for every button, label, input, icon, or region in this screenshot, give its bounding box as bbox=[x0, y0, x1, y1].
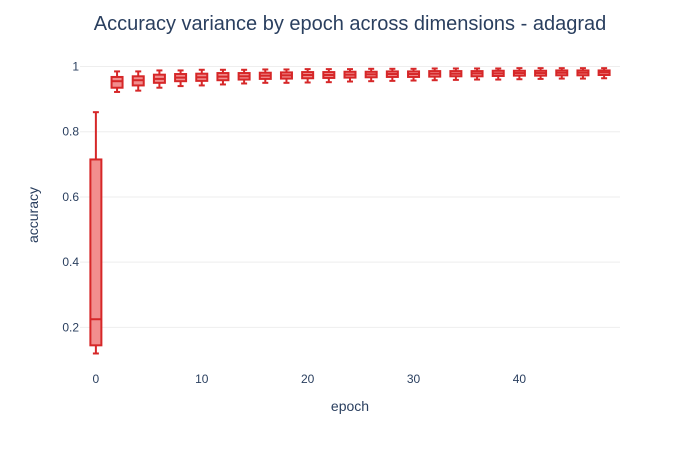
x-axis-title: epoch bbox=[331, 398, 369, 414]
box-epoch-28 bbox=[385, 67, 399, 82]
y-tick-label: 0.2 bbox=[62, 320, 79, 334]
box-epoch-24 bbox=[343, 68, 357, 83]
box-layer bbox=[89, 67, 611, 355]
box-epoch-30 bbox=[407, 67, 421, 82]
box-epoch-2 bbox=[110, 70, 124, 93]
x-tick-label: 20 bbox=[301, 372, 315, 386]
y-tick-label: 0.8 bbox=[62, 125, 79, 139]
box-epoch-4 bbox=[131, 70, 145, 92]
box-epoch-40 bbox=[512, 67, 526, 81]
box-epoch-16 bbox=[258, 68, 272, 84]
box-epoch-6 bbox=[152, 69, 166, 89]
box-epoch-46 bbox=[576, 67, 590, 80]
box-epoch-18 bbox=[279, 68, 293, 84]
box-epoch-12 bbox=[216, 68, 230, 86]
box-epoch-0 bbox=[89, 111, 103, 355]
y-tick-label: 0.4 bbox=[62, 255, 79, 269]
y-axis-title: accuracy bbox=[25, 187, 41, 243]
box-epoch-44 bbox=[555, 67, 569, 80]
x-tick-label: 30 bbox=[407, 372, 421, 386]
x-tick-label: 10 bbox=[195, 372, 209, 386]
x-tick-label: 0 bbox=[93, 372, 100, 386]
box-body bbox=[110, 75, 124, 89]
box-epoch-20 bbox=[301, 68, 315, 84]
box-epoch-26 bbox=[364, 67, 378, 83]
box-epoch-34 bbox=[449, 67, 463, 81]
chart-title: Accuracy variance by epoch across dimens… bbox=[94, 13, 606, 35]
y-tick-label: 1 bbox=[72, 60, 79, 74]
box-epoch-22 bbox=[322, 68, 336, 84]
box-epoch-38 bbox=[491, 67, 505, 81]
box-epoch-8 bbox=[174, 69, 188, 88]
box-body bbox=[89, 158, 103, 347]
box-epoch-10 bbox=[195, 68, 209, 87]
grid-layer bbox=[80, 66, 620, 328]
box-epoch-32 bbox=[428, 67, 442, 82]
box-epoch-36 bbox=[470, 67, 484, 81]
box-epoch-42 bbox=[534, 67, 548, 80]
x-tick-label: 40 bbox=[513, 372, 527, 386]
y-tick-label: 0.6 bbox=[62, 190, 79, 204]
box-epoch-14 bbox=[237, 68, 251, 85]
box-epoch-48 bbox=[597, 67, 611, 80]
tick-layer: 0.20.40.60.810 10 20 30 40 bbox=[62, 60, 526, 386]
